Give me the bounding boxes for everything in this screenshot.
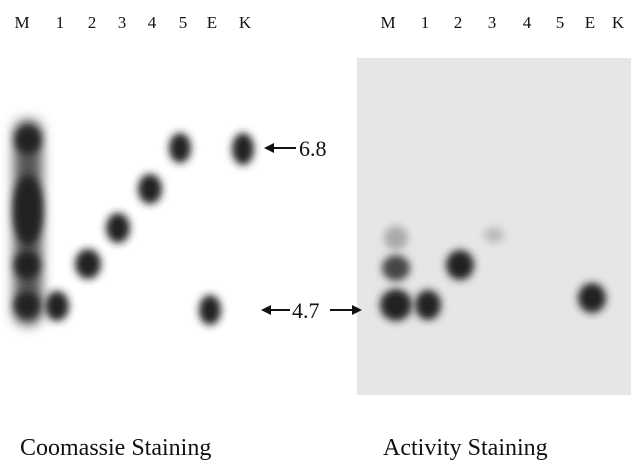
lane-label: K: [612, 13, 625, 32]
lane-label: E: [585, 13, 595, 32]
lane-label: M: [14, 13, 29, 32]
panel-caption: Activity Staining: [383, 435, 548, 461]
lane-label: 4: [148, 13, 157, 32]
lane-label: M: [380, 13, 395, 32]
panel-caption: Coomassie Staining: [20, 435, 211, 461]
lane-label: 4: [523, 13, 532, 32]
lane-label: K: [239, 13, 252, 32]
coomassie-bands: [13, 120, 254, 325]
marker-arrows: [261, 143, 362, 315]
lane-label: 1: [421, 13, 430, 32]
lane-label: 2: [454, 13, 463, 32]
lane-label: 2: [88, 13, 97, 32]
activity-bands: [380, 226, 606, 321]
marker-label: 6.8: [299, 136, 327, 161]
lane-label: 5: [556, 13, 565, 32]
lane-label: 1: [56, 13, 65, 32]
lane-label: E: [207, 13, 217, 32]
activity-gel-background: [357, 58, 631, 395]
marker-label: 4.7: [292, 298, 320, 323]
lane-label: 3: [488, 13, 497, 32]
lane-label: 5: [179, 13, 188, 32]
lane-label: 3: [118, 13, 127, 32]
